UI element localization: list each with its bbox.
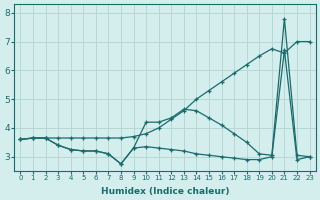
X-axis label: Humidex (Indice chaleur): Humidex (Indice chaleur) [101,187,229,196]
